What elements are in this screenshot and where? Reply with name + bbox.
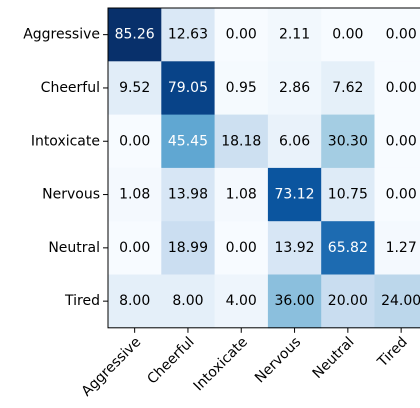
heatmap-cell [374,167,420,222]
cell-label: 0.00 [119,133,150,149]
x-tick-label: Nervous [252,334,304,386]
cell-label: 0.95 [226,80,257,96]
heatmap-cell [267,61,322,116]
cell-label: 10.75 [328,187,368,203]
heatmap-cell [321,114,375,169]
y-tick-label: Tired [64,293,100,309]
heatmap-cell [161,114,216,169]
cell-label: 65.82 [328,240,368,256]
cell-label: 30.30 [328,133,368,149]
cell-label: 0.00 [226,240,257,256]
y-tick-label: Aggressive [23,27,100,43]
cell-label: 18.18 [221,133,261,149]
heatmap-cell [374,8,420,62]
cell-label: 73.12 [275,187,315,203]
x-tick-label: Cheerful [144,334,197,387]
cell-label: 0.00 [119,240,150,256]
heatmap-cell [374,274,420,329]
heatmap-cell [214,167,269,222]
heatmap-cell [321,221,375,275]
heatmap-cell [374,61,420,116]
cell-label: 13.92 [275,240,315,256]
plot-frame [107,7,420,329]
heatmap-cell [214,8,269,62]
heatmap-cell [321,167,375,222]
cell-label: 0.00 [386,27,417,43]
heatmap-cell [267,167,322,222]
cell-label: 0.00 [226,27,257,43]
heatmap-cell [108,221,162,275]
cell-label: 0.00 [386,80,417,96]
y-tick-label: Cheerful [41,80,100,96]
cell-label: 24.00 [381,293,420,309]
y-tick-label: Intoxicate [31,133,100,149]
x-tick-label: Tired [374,334,411,371]
cell-label: 45.45 [168,133,208,149]
x-tick-label: Intoxicate [191,334,251,394]
cell-label: 8.00 [172,293,203,309]
heatmap-cell [267,221,322,275]
heatmap-cell [267,8,322,62]
x-tick-label: Aggressive [79,334,145,400]
heatmap-cell [374,114,420,169]
cell-label: 7.62 [332,80,363,96]
heatmap-cell [214,221,269,275]
cell-label: 8.00 [119,293,150,309]
heatmap-cell [321,61,375,116]
cell-label: 9.52 [119,80,150,96]
cell-label: 79.05 [168,80,208,96]
heatmap-cell [267,274,322,329]
y-tick-label: Neutral [48,240,100,256]
heatmap-cell [161,221,216,275]
heatmap-cell [267,114,322,169]
cell-label: 13.98 [168,187,208,203]
cell-label: 1.08 [226,187,257,203]
x-tick-label: Neutral [310,334,358,382]
y-tick-label: Nervous [42,187,100,203]
heatmap-cell [161,167,216,222]
heatmap-cell [161,274,216,329]
heatmap-cell [161,8,216,62]
cell-label: 1.08 [119,187,150,203]
heatmap-cell [108,8,162,62]
heatmap-cell [214,61,269,116]
heatmap-cell [374,221,420,275]
heatmap-cell [108,114,162,169]
heatmap-cell [108,61,162,116]
heatmap-cell [108,167,162,222]
cell-label: 6.06 [279,133,310,149]
cell-label: 36.00 [275,293,315,309]
heatmap-cell [214,274,269,329]
cell-label: 2.86 [279,80,310,96]
cell-label: 0.00 [332,27,363,43]
cell-label: 12.63 [168,27,208,43]
cell-label: 1.27 [386,240,417,256]
cell-label: 0.00 [386,187,417,203]
heatmap-cell [321,8,375,62]
cell-label: 20.00 [328,293,368,309]
cell-label: 18.99 [168,240,208,256]
heatmap-cell [214,114,269,169]
cell-label: 0.00 [386,133,417,149]
cell-label: 2.11 [279,27,310,43]
heatmap-cell [161,61,216,116]
cell-label: 85.26 [115,27,155,43]
cell-label: 4.00 [226,293,257,309]
heatmap-cell [108,274,162,329]
heatmap-cell [321,274,375,329]
